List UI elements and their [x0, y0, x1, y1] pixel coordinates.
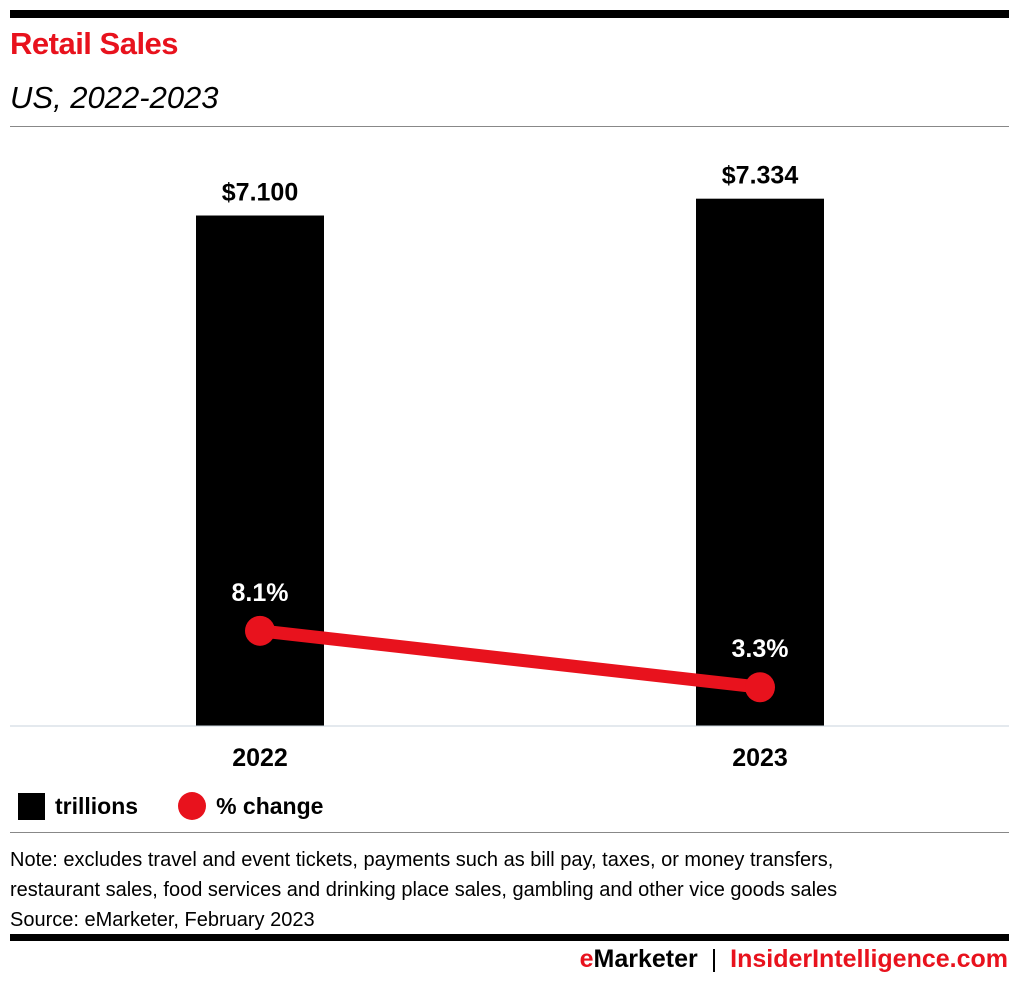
note-line: restaurant sales, food services and drin…	[10, 879, 838, 901]
bar-2022	[196, 215, 324, 726]
x-tick-label: 2023	[732, 744, 788, 772]
line-value-label: 8.1%	[232, 579, 289, 607]
footer: eMarketer | InsiderIntelligence.com	[580, 945, 1008, 974]
source: Source: eMarketer, February 2023	[10, 909, 315, 931]
legend-label-line: % change	[216, 792, 324, 819]
brand-emarketer: Marketer	[593, 945, 698, 973]
divider	[10, 832, 1009, 833]
bar-2023	[696, 198, 824, 726]
footer-separator: |	[710, 945, 718, 973]
legend: trillions % change	[18, 792, 323, 820]
brand-insider-intelligence: InsiderIntelligence.com	[730, 945, 1008, 973]
line-point	[745, 672, 775, 703]
note-line: Note: excludes travel and event tickets,…	[10, 849, 834, 871]
bar-value-label: $7.100	[222, 179, 298, 207]
bar-value-label: $7.334	[722, 162, 799, 190]
line-value-label: 3.3%	[732, 635, 789, 663]
legend-label-bar: trillions	[55, 792, 139, 819]
legend-swatch-line	[178, 792, 207, 820]
legend-swatch-bar	[18, 792, 45, 820]
chart: $7.100 2022 $7.334 2023 8.1% 3.3%	[10, 162, 1009, 772]
bottom-bar	[10, 934, 1009, 941]
top-bar	[10, 10, 1009, 18]
line-series	[259, 624, 761, 694]
chart-subtitle: US, 2022-2023	[10, 80, 219, 115]
brand-emarketer-e: e	[579, 945, 594, 973]
chart-title: Retail Sales	[10, 26, 179, 61]
divider	[10, 126, 1009, 127]
x-tick-label: 2022	[232, 744, 288, 772]
line-point	[245, 615, 275, 646]
notes: Note: excludes travel and event tickets,…	[10, 845, 837, 935]
